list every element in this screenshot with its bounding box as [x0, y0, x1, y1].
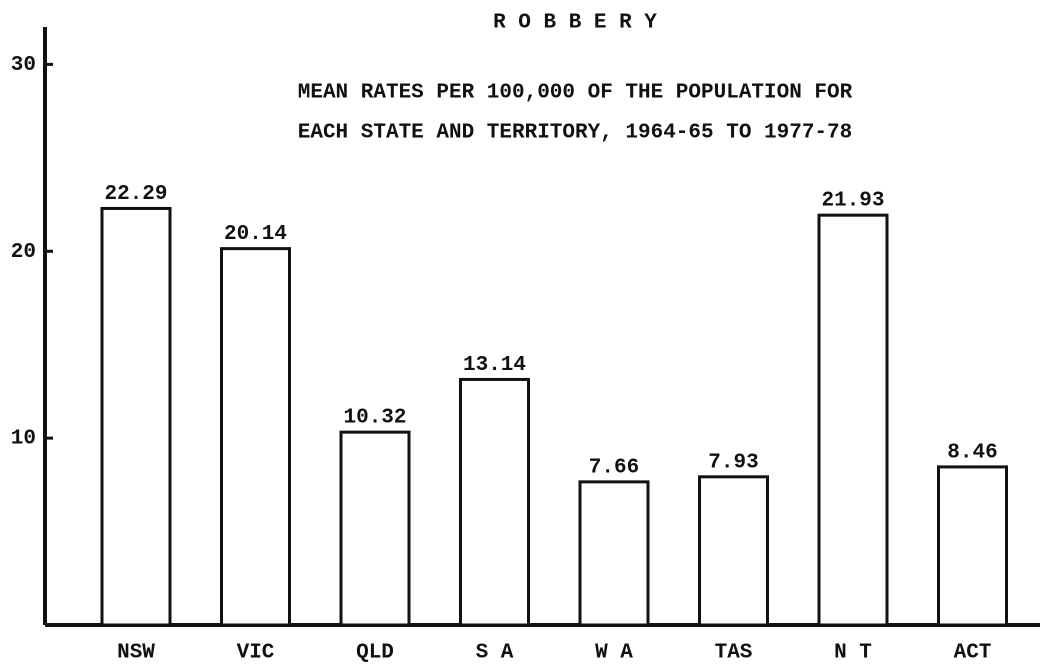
- data-label: 22.29: [104, 183, 167, 206]
- data-label: 10.32: [343, 407, 406, 430]
- bar: [698, 475, 769, 627]
- x-tick-label: VIC: [237, 642, 275, 665]
- chart-subtitle: MEAN RATES PER 100,000 OF THE POPULATION…: [298, 82, 853, 105]
- bar: [817, 213, 889, 627]
- chart-subtitle: EACH STATE AND TERRITORY, 1964-65 TO 197…: [298, 122, 853, 145]
- chart-title: R O B B E R Y: [493, 12, 657, 35]
- bar: [100, 206, 172, 627]
- x-tick-label: ACT: [954, 642, 992, 665]
- x-tick-label: S A: [476, 642, 514, 665]
- y-tick-label: 20: [11, 241, 36, 264]
- bar: [937, 465, 1008, 627]
- data-label: 21.93: [821, 190, 884, 213]
- bar: [339, 430, 411, 627]
- bar: [578, 480, 650, 627]
- x-tick-label: NSW: [117, 642, 155, 665]
- x-tick-label: W A: [595, 642, 633, 665]
- x-tick-label: TAS: [715, 642, 753, 665]
- bar: [220, 247, 291, 627]
- data-label: 13.14: [463, 354, 526, 377]
- data-label: 20.14: [224, 223, 287, 246]
- x-tick-label: N T: [834, 642, 872, 665]
- data-label: 8.46: [947, 441, 997, 464]
- y-tick-label: 10: [11, 428, 36, 451]
- y-tick-label: 30: [11, 54, 36, 77]
- x-tick-label: QLD: [356, 642, 394, 665]
- bar: [459, 377, 530, 627]
- data-label: 7.93: [708, 451, 758, 474]
- data-label: 7.66: [589, 456, 639, 479]
